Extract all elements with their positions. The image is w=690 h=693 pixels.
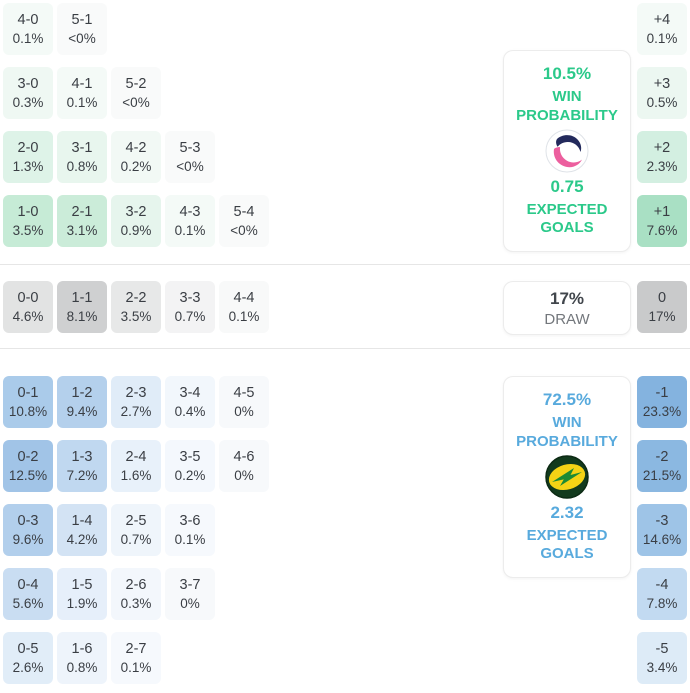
goal-diff-cell: -3 14.6% bbox=[637, 504, 687, 556]
goal-diff-cell: 0 17% bbox=[637, 281, 687, 333]
score-cell: 3-2 0.9% bbox=[111, 195, 161, 247]
score-cell: 2-0 1.3% bbox=[3, 131, 53, 183]
score-cell: 4-4 0.1% bbox=[219, 281, 269, 333]
goal-diff-cell: +3 0.5% bbox=[637, 67, 687, 119]
goal-diff-cell: -5 3.4% bbox=[637, 632, 687, 684]
away-win-panel: 72.5% WIN PROBABILITY 2.32 EXPECTED GOAL… bbox=[503, 376, 631, 578]
away-team-logo bbox=[545, 455, 589, 499]
away-score-row: 0-1 10.8% 1-2 9.4% 2-3 2.7% 3-4 0.4% 4-5 0% -1 23.3… bbox=[3, 376, 687, 428]
score-cell: 2-2 3.5% bbox=[111, 281, 161, 333]
goal-diff-cell: -4 7.8% bbox=[637, 568, 687, 620]
score-cell: 2-6 0.3% bbox=[111, 568, 161, 620]
goal-diff-cell: +4 0.1% bbox=[637, 3, 687, 55]
score-cell: 1-1 8.1% bbox=[57, 281, 107, 333]
score-cell: 1-3 7.2% bbox=[57, 440, 107, 492]
away-win-probability-value: 72.5% bbox=[542, 390, 592, 409]
away-win-probability-label: WIN PROBABILITY bbox=[516, 413, 618, 450]
home-win-panel: 10.5% WIN PROBABILITY 0.75 EXPECTED GOAL… bbox=[503, 50, 631, 252]
score-cell: 0-2 12.5% bbox=[3, 440, 53, 492]
score-cell: 4-2 0.2% bbox=[111, 131, 161, 183]
score-cell: 0-4 5.6% bbox=[3, 568, 53, 620]
home-win-probability-label: WIN PROBABILITY bbox=[516, 87, 618, 124]
score-cell: 1-2 9.4% bbox=[57, 376, 107, 428]
away-expected-goals-value: 2.32 bbox=[550, 502, 584, 522]
score-cell: 0-3 9.6% bbox=[3, 504, 53, 556]
score-cell: 0-1 10.8% bbox=[3, 376, 53, 428]
home-team-logo bbox=[545, 129, 589, 173]
score-cell: 1-6 0.8% bbox=[57, 632, 107, 684]
score-cell: 1-5 1.9% bbox=[57, 568, 107, 620]
home-expected-goals-label: EXPECTED GOALS bbox=[526, 200, 608, 237]
home-score-row: 2-0 1.3% 3-1 0.8% 4-2 0.2% 5-3 <0% +2 2.3% bbox=[3, 131, 687, 183]
draw-probability-value: 17% bbox=[549, 288, 585, 308]
score-cell: 5-1 <0% bbox=[57, 3, 107, 55]
goal-diff-cell: +2 2.3% bbox=[637, 131, 687, 183]
score-cell: 5-4 <0% bbox=[219, 195, 269, 247]
score-cell: 3-3 0.7% bbox=[165, 281, 215, 333]
score-cell: 4-3 0.1% bbox=[165, 195, 215, 247]
score-cell: 4-0 0.1% bbox=[3, 3, 53, 55]
draw-score-grid: 0-0 4.6% 1-1 8.1% 2-2 3.5% 3-3 0.7% 4-4 0.1% 0 17% bbox=[3, 281, 687, 333]
draw-score-row: 0-0 4.6% 1-1 8.1% 2-2 3.5% 3-3 0.7% 4-4 0.1% 0 17% bbox=[3, 281, 687, 333]
goal-diff-cell: -1 23.3% bbox=[637, 376, 687, 428]
home-score-row: 4-0 0.1% 5-1 <0% +4 0.1% bbox=[3, 3, 687, 55]
home-score-row: 1-0 3.5% 2-1 3.1% 3-2 0.9% 4-3 0.1% 5-4 <0% +1 7.6% bbox=[3, 195, 687, 247]
home-score-grid: 4-0 0.1% 5-1 <0% +4 0.1% 3-0 0.3% 4-1 0.1% 5-2 <0% +… bbox=[3, 3, 687, 247]
score-cell: 5-3 <0% bbox=[165, 131, 215, 183]
home-win-probability-value: 10.5% bbox=[542, 64, 592, 83]
away-score-row: 0-3 9.6% 1-4 4.2% 2-5 0.7% 3-6 0.1% -3 14.6% bbox=[3, 504, 687, 556]
away-score-row: 0-2 12.5% 1-3 7.2% 2-4 1.6% 3-5 0.2% 4-6 0% -2 21.5… bbox=[3, 440, 687, 492]
score-cell: 1-4 4.2% bbox=[57, 504, 107, 556]
goal-diff-cell: -2 21.5% bbox=[637, 440, 687, 492]
score-cell: 0-0 4.6% bbox=[3, 281, 53, 333]
draw-section: 0-0 4.6% 1-1 8.1% 2-2 3.5% 3-3 0.7% 4-4 0.1% 0 17% … bbox=[0, 265, 690, 349]
score-cell: 3-4 0.4% bbox=[165, 376, 215, 428]
score-cell: 3-1 0.8% bbox=[57, 131, 107, 183]
score-cell: 4-6 0% bbox=[219, 440, 269, 492]
score-cell: 2-7 0.1% bbox=[111, 632, 161, 684]
score-cell: 1-0 3.5% bbox=[3, 195, 53, 247]
goal-diff-cell: +1 7.6% bbox=[637, 195, 687, 247]
score-cell: 2-4 1.6% bbox=[111, 440, 161, 492]
score-cell: 2-5 0.7% bbox=[111, 504, 161, 556]
score-cell: 2-3 2.7% bbox=[111, 376, 161, 428]
away-score-grid: 0-1 10.8% 1-2 9.4% 2-3 2.7% 3-4 0.4% 4-5 0% -1 23.3… bbox=[3, 376, 687, 684]
home-score-row: 3-0 0.3% 4-1 0.1% 5-2 <0% +3 0.5% bbox=[3, 67, 687, 119]
score-cell: 5-2 <0% bbox=[111, 67, 161, 119]
draw-panel: 17% DRAW bbox=[503, 281, 631, 335]
score-cell: 3-5 0.2% bbox=[165, 440, 215, 492]
away-expected-goals-label: EXPECTED GOALS bbox=[526, 526, 608, 563]
away-score-row: 0-5 2.6% 1-6 0.8% 2-7 0.1% -5 3.4% bbox=[3, 632, 687, 684]
draw-probability-label: DRAW bbox=[544, 310, 590, 328]
home-win-section: 4-0 0.1% 5-1 <0% +4 0.1% 3-0 0.3% 4-1 0.1% 5-2 <0% +… bbox=[0, 0, 690, 265]
score-cell: 4-1 0.1% bbox=[57, 67, 107, 119]
home-expected-goals-value: 0.75 bbox=[550, 176, 584, 196]
away-score-row: 0-4 5.6% 1-5 1.9% 2-6 0.3% 3-7 0% -4 7.8% bbox=[3, 568, 687, 620]
score-cell: 3-0 0.3% bbox=[3, 67, 53, 119]
away-win-section: 0-1 10.8% 1-2 9.4% 2-3 2.7% 3-4 0.4% 4-5 0% -1 23.3… bbox=[0, 349, 690, 691]
score-cell: 4-5 0% bbox=[219, 376, 269, 428]
score-cell: 2-1 3.1% bbox=[57, 195, 107, 247]
score-cell: 3-6 0.1% bbox=[165, 504, 215, 556]
score-cell: 3-7 0% bbox=[165, 568, 215, 620]
score-cell: 0-5 2.6% bbox=[3, 632, 53, 684]
